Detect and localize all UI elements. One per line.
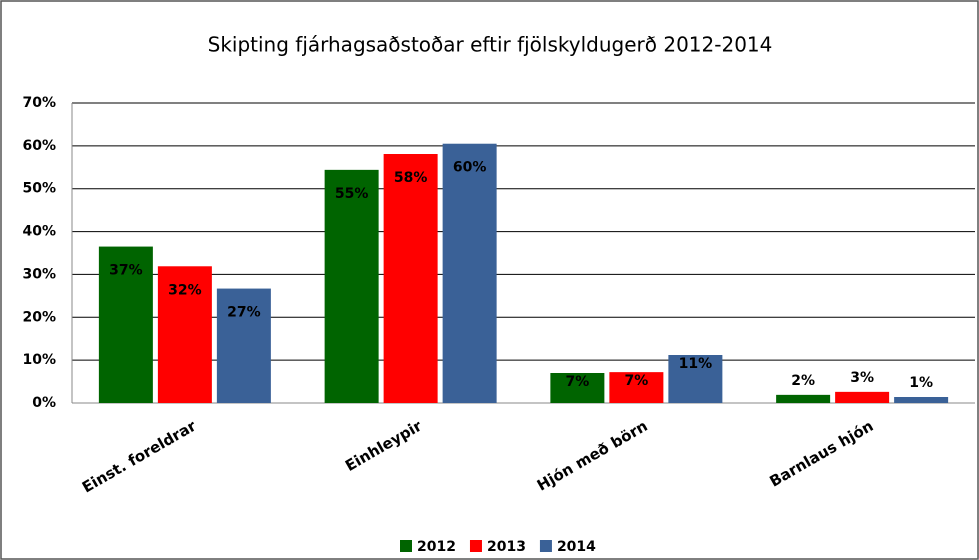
y-tick-label: 70% <box>22 95 56 111</box>
bar <box>835 391 890 403</box>
value-label: 1% <box>909 375 933 391</box>
value-label: 60% <box>453 160 487 176</box>
legend-label: 2012 <box>417 539 456 555</box>
value-label: 11% <box>679 356 713 372</box>
bar <box>324 169 379 403</box>
value-label: 2% <box>791 373 815 389</box>
bar <box>550 373 605 403</box>
legend-swatch <box>539 540 552 552</box>
bar <box>668 355 723 403</box>
legend-label: 2013 <box>487 539 526 555</box>
bar <box>894 397 949 403</box>
y-tick-label: 50% <box>22 181 56 197</box>
value-label: 55% <box>335 186 369 202</box>
bar <box>442 143 497 403</box>
bar <box>776 394 831 403</box>
y-tick-label: 0% <box>32 395 56 411</box>
y-tick-label: 40% <box>22 224 56 240</box>
legend-label: 2014 <box>557 539 596 555</box>
bar <box>383 154 438 403</box>
value-label: 58% <box>394 170 428 186</box>
bar <box>216 288 271 403</box>
chart-title: Skipting fjárhagsaðstoðar eftir fjölskyl… <box>208 33 773 57</box>
value-label: 3% <box>850 370 874 386</box>
legend-swatch <box>400 540 412 552</box>
value-label: 32% <box>168 282 202 298</box>
y-tick-label: 10% <box>22 352 56 368</box>
legend-swatch <box>469 540 482 552</box>
value-label: 37% <box>109 263 143 279</box>
y-tick-label: 30% <box>22 266 56 282</box>
value-label: 27% <box>227 305 261 321</box>
value-label: 7% <box>565 374 589 390</box>
bar <box>157 266 212 403</box>
bar <box>609 372 664 403</box>
y-tick-label: 20% <box>22 309 56 325</box>
y-tick-label: 60% <box>22 138 56 154</box>
value-label: 7% <box>624 373 648 389</box>
bar <box>98 246 153 403</box>
